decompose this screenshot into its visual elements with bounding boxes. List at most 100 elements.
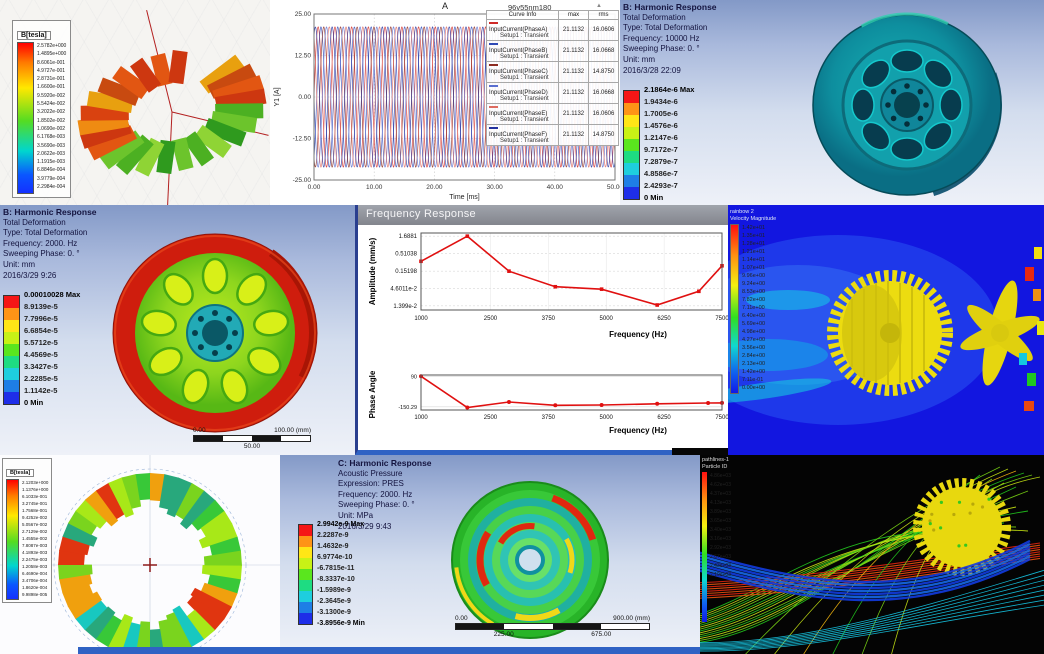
legend-collapse-icon[interactable]: ▲ [596, 3, 602, 9]
legend-value: 1.2058e-003 [22, 564, 48, 569]
window-titlebar[interactable]: Frequency Response [358, 205, 728, 225]
window-bottom-edge [78, 647, 700, 654]
curve-row: InputCurrent(PhaseB) Setup1 : Transient … [486, 40, 619, 62]
legend-value: 7.11e+00 [742, 305, 765, 311]
legend-value: 2.84e+00 [742, 353, 766, 359]
pressure-colorbar: 2.9942e-9 Max 2.2287e-9 1.4632e-9 6.9774e-1… [298, 519, 365, 629]
legend-value: 8.6061e-001 [37, 59, 66, 66]
svg-text:-150.29: -150.29 [398, 405, 417, 411]
wheel-deformation-render [112, 231, 318, 435]
legend-value: 9.24e+00 [742, 281, 766, 287]
result-header: B: Harmonic Response Total Deformation Typ… [3, 207, 97, 281]
svg-text:10.00: 10.00 [366, 184, 383, 191]
legend-value: 2.4293e-7 [644, 181, 678, 190]
svg-text:7500: 7500 [715, 415, 728, 421]
legend-value: 9.5920e-002 [37, 92, 66, 99]
result-header-line: Sweeping Phase: 0. ° [338, 500, 415, 510]
curve-info-table: Curve Info max rms InputCurrent(PhaseA) … [486, 10, 619, 146]
legend-value: 1.4895e+000 [37, 51, 67, 58]
legend-value: 2.19e+03 [710, 572, 731, 578]
legend-value: 2.8731e-001 [37, 76, 66, 83]
svg-text:1000: 1000 [414, 316, 428, 322]
legend-value: 4.62e+03 [710, 482, 731, 488]
svg-text:3750: 3750 [542, 316, 556, 322]
curve-name: InputCurrent(PhaseA) [489, 27, 548, 33]
result-header-line: Type: Total Deformation [3, 228, 88, 238]
curve-row: InputCurrent(PhaseA) Setup1 : Transient … [486, 19, 619, 41]
window-corner-fragment [672, 448, 728, 455]
curve-rms: 14.8750 [588, 124, 619, 146]
curve-setup: Setup1 : Transient [500, 54, 549, 60]
colorbar-title: B[tesla] [6, 469, 35, 477]
curve-rms: 16.0668 [588, 40, 619, 62]
result-header-line: Sweeping Phase: 0. ° [3, 249, 80, 259]
colorbar-title: B[tesla] [17, 31, 51, 40]
legend-value: 2.5782e+000 [37, 43, 67, 49]
legend-value: -8.3337e-10 [317, 576, 355, 583]
rainbow-colorbar [702, 472, 707, 622]
legend-value: 3.2745e-001 [22, 501, 48, 506]
legend-value: 0 Min [644, 193, 664, 202]
result-header-line: Total Deformation [623, 12, 686, 22]
curve-setup: Setup1 : Transient [500, 75, 549, 81]
legend-value: 7.2879e-7 [644, 157, 678, 166]
legend-value: -2.3645e-9 [317, 598, 351, 605]
legend-value: 2.2984e-004 [37, 184, 66, 191]
panel-rotor-flux: B[tesla] 2.1203e+000 1.1376e+000 6.1033e-0… [0, 455, 280, 654]
curve-max: 21.1132 [558, 103, 589, 125]
svg-text:4.6011e-2: 4.6011e-2 [390, 287, 417, 293]
legend-value: 6.4690e-004 [22, 571, 48, 576]
design-label: 96v55nm180 [508, 3, 552, 12]
result-header-line: Acoustic Pressure [338, 468, 403, 478]
legend-value: 3.2022e-002 [37, 109, 66, 116]
curve-rms: 14.8750 [588, 61, 619, 83]
curve-max: 21.1132 [558, 124, 589, 146]
colorbar-values: 2.9942e-9 Max 2.2287e-9 1.4632e-9 6.9774e-1… [317, 519, 365, 629]
legend-value: 8.53e+00 [742, 289, 766, 295]
legend-value: 3.3427e-5 [24, 362, 58, 371]
legend-value: 9.7172e-7 [644, 145, 678, 154]
plot-title: A [441, 1, 448, 11]
svg-text:7500: 7500 [715, 316, 728, 322]
curve-row: InputCurrent(PhaseC) Setup1 : Transient … [486, 61, 619, 83]
legend-value: 1.21e+01 [742, 249, 766, 255]
legend-value: 2.7129e-002 [22, 529, 48, 534]
legend-value: 0.00e+00 [742, 385, 766, 391]
amplitude-chart: 1.6881 0.51038 0.15198 4.6011e-2 1.399e-2 100… [368, 232, 728, 339]
svg-text:2500: 2500 [484, 415, 498, 421]
curve-name: InputCurrent(PhaseE) [489, 111, 548, 117]
legend-value: 2.13e+00 [742, 361, 766, 367]
svg-text:12.50: 12.50 [295, 53, 312, 60]
curve-swatch [489, 22, 498, 25]
panel-acoustic-pressure: C: Harmonic Response Acoustic Pressure Exp… [280, 455, 700, 654]
legend-value: -6.7815e-11 [317, 565, 355, 572]
legend-value: 9.9898e-005 [22, 592, 48, 597]
result-header-line: Frequency: 2000. Hz [3, 238, 78, 248]
panel-harmonic-10000: B: Harmonic Response Total Deformation Typ… [620, 0, 1044, 205]
result-header-line: B: Harmonic Response [623, 2, 717, 12]
legend-value: 1.42e+00 [742, 369, 766, 375]
legend-value: 1.4632e-9 [317, 543, 349, 550]
window-title: Frequency Response [366, 208, 476, 220]
legend-value: 4.8586e-7 [644, 169, 678, 178]
colorbar-b-tesla: B[tesla] 2.1203e+000 1.1376e+000 6.1033e-0… [2, 458, 53, 603]
result-header: C: Harmonic Response Acoustic Pressure Exp… [338, 458, 432, 532]
particle-colorbar: pathlines-1 Particle ID 4.86e+03 4.62e+03… [702, 457, 731, 622]
legend-value: 7.7996e-5 [24, 314, 58, 323]
legend-value: 3.9779e-004 [37, 175, 66, 182]
legend-value: 3.40e+03 [710, 527, 731, 533]
legend-value: 2.0622e-003 [37, 150, 66, 157]
colorbar-values: 2.5782e+000 1.4895e+000 8.6061e-001 4.9727e… [37, 42, 66, 194]
curve-swatch [489, 64, 498, 67]
curve-swatch [489, 43, 498, 46]
result-header: B: Harmonic Response Total Deformation Typ… [623, 2, 717, 76]
velocity-colorbar: rainbow 2 Velocity Magnitude 1.42e+01 1.3… [730, 209, 776, 394]
curve-setup: Setup1 : Transient [500, 33, 549, 39]
colorbar-values: 0.00010028 Max 8.9139e-5 7.7996e-5 6.6854e-… [24, 289, 80, 409]
panel-frequency-response: Frequency Response 1.6881 0.51038 0.15198 4… [355, 205, 728, 455]
svg-text:1.399e-2: 1.399e-2 [393, 304, 417, 310]
legend-value: 1.7568e-001 [22, 508, 48, 513]
legend-value: 2.1864e-6 Max [644, 85, 695, 94]
result-header-line: 2016/3/29 9:43 [338, 521, 392, 531]
legend-value: 1.6600e-001 [37, 84, 66, 91]
